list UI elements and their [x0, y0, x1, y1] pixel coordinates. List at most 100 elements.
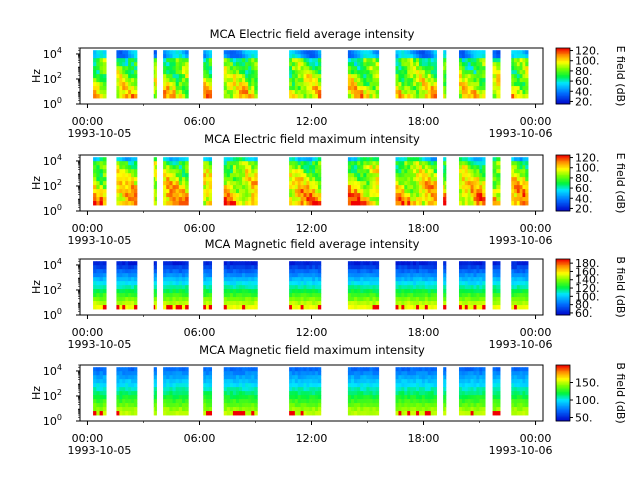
- spectrogram-cell: [360, 201, 364, 206]
- spectrogram-cell: [433, 58, 437, 63]
- spectrogram-cell: [163, 297, 167, 302]
- spectrogram-cell: [467, 301, 471, 306]
- spectrogram-cell: [479, 185, 483, 190]
- colorbar-band: [556, 306, 570, 309]
- spectrogram-cell: [424, 90, 429, 95]
- spectrogram-cell: [525, 301, 529, 306]
- spectrogram-cell: [416, 86, 420, 91]
- spectrogram-cell: [93, 82, 97, 87]
- spectrogram-cell: [206, 197, 210, 202]
- spectrogram-cell: [242, 387, 246, 392]
- spectrogram-cell: [514, 169, 518, 174]
- spectrogram-cell: [473, 165, 477, 170]
- spectrogram-cell: [239, 181, 243, 186]
- spectrogram-cell: [294, 269, 299, 274]
- spectrogram-cell: [433, 181, 437, 186]
- spectrogram-cell: [347, 375, 352, 380]
- spectrogram-cell: [366, 66, 370, 71]
- spectrogram-cell: [303, 395, 307, 400]
- spectrogram-cell: [461, 86, 466, 91]
- spectrogram-cell: [410, 383, 414, 388]
- spectrogram-cell: [511, 383, 515, 388]
- spectrogram-cell: [153, 82, 156, 87]
- spectrogram-cell: [416, 177, 420, 182]
- spectrogram-cell: [134, 379, 138, 384]
- spectrogram-cell: [306, 169, 310, 174]
- spectrogram-cell: [519, 399, 523, 404]
- spectrogram-cell: [470, 157, 474, 162]
- spectrogram-cell: [516, 82, 521, 87]
- colorbar-tick-label: 120.: [575, 282, 600, 295]
- colorbar-band: [556, 402, 570, 405]
- spectrogram-cell: [245, 281, 249, 286]
- spectrogram-cell: [175, 261, 180, 266]
- spectrogram-cell: [407, 379, 411, 384]
- spectrogram-cell: [175, 387, 180, 392]
- spectrogram-cell: [458, 94, 463, 99]
- colorbar-band: [556, 70, 570, 73]
- spectrogram-cell: [514, 193, 518, 198]
- spectrogram-cell: [476, 367, 480, 372]
- spectrogram-cell: [473, 305, 477, 310]
- spectrogram-cell: [232, 265, 237, 270]
- spectrogram-cell: [208, 261, 213, 266]
- spectrogram-cell: [398, 50, 402, 55]
- spectrogram-cell: [317, 58, 322, 63]
- spectrogram-cell: [239, 70, 243, 75]
- spectrogram-cell: [401, 165, 405, 170]
- spectrogram-cell: [357, 169, 361, 174]
- spectrogram-cell: [482, 293, 486, 298]
- spectrogram-cell: [131, 305, 135, 310]
- spectrogram-cell: [300, 58, 304, 63]
- spectrogram-cell: [482, 269, 486, 274]
- spectrogram-cell: [443, 165, 445, 170]
- spectrogram-cell: [369, 58, 373, 63]
- spectrogram-cell: [125, 173, 129, 178]
- spectrogram-cell: [315, 193, 319, 198]
- spectrogram-cell: [306, 411, 310, 416]
- spectrogram-cell: [125, 297, 129, 302]
- spectrogram-cell: [525, 269, 529, 274]
- spectrogram-cell: [413, 185, 417, 190]
- spectrogram-cell: [291, 74, 296, 79]
- spectrogram-cell: [229, 193, 234, 198]
- spectrogram-cell: [102, 157, 107, 162]
- spectrogram-cell: [122, 265, 126, 270]
- spectrogram-segment: [347, 367, 380, 416]
- spectrogram-cell: [125, 293, 129, 298]
- colorbar-tick-label: 80.: [575, 65, 593, 78]
- spectrogram-cell: [232, 193, 237, 198]
- spectrogram-cell: [175, 289, 180, 294]
- spectrogram-cell: [96, 177, 101, 182]
- spectrogram-cell: [444, 411, 447, 416]
- spectrogram-cell: [153, 301, 156, 306]
- spectrogram-cell: [178, 165, 183, 170]
- spectrogram-cell: [309, 50, 313, 55]
- spectrogram-cell: [155, 375, 157, 380]
- spectrogram-cell: [407, 391, 411, 396]
- spectrogram-cell: [93, 301, 97, 306]
- spectrogram-cell: [181, 375, 186, 380]
- spectrogram-cell: [458, 86, 463, 91]
- spectrogram-cell: [496, 157, 501, 162]
- spectrogram-cell: [291, 62, 296, 67]
- spectrogram-cell: [93, 293, 97, 298]
- spectrogram-cell: [482, 94, 486, 99]
- spectrogram-cell: [245, 66, 249, 71]
- spectrogram-cell: [166, 193, 170, 198]
- spectrogram-cell: [398, 265, 402, 270]
- spectrogram-cell: [464, 177, 469, 182]
- spectrogram-cell: [430, 193, 435, 198]
- spectrogram-cell: [424, 261, 429, 266]
- spectrogram-cell: [354, 407, 358, 412]
- spectrogram-cell: [309, 379, 313, 384]
- spectrogram-cell: [525, 58, 529, 63]
- spectrogram-cell: [242, 82, 246, 87]
- spectrogram-cell: [496, 181, 501, 186]
- spectrogram-cell: [297, 391, 302, 396]
- spectrogram-cell: [128, 90, 132, 95]
- spectrogram-cell: [525, 86, 529, 91]
- colorbar-band: [556, 388, 570, 391]
- spectrogram-cell: [125, 78, 129, 83]
- spectrogram-cell: [511, 269, 515, 274]
